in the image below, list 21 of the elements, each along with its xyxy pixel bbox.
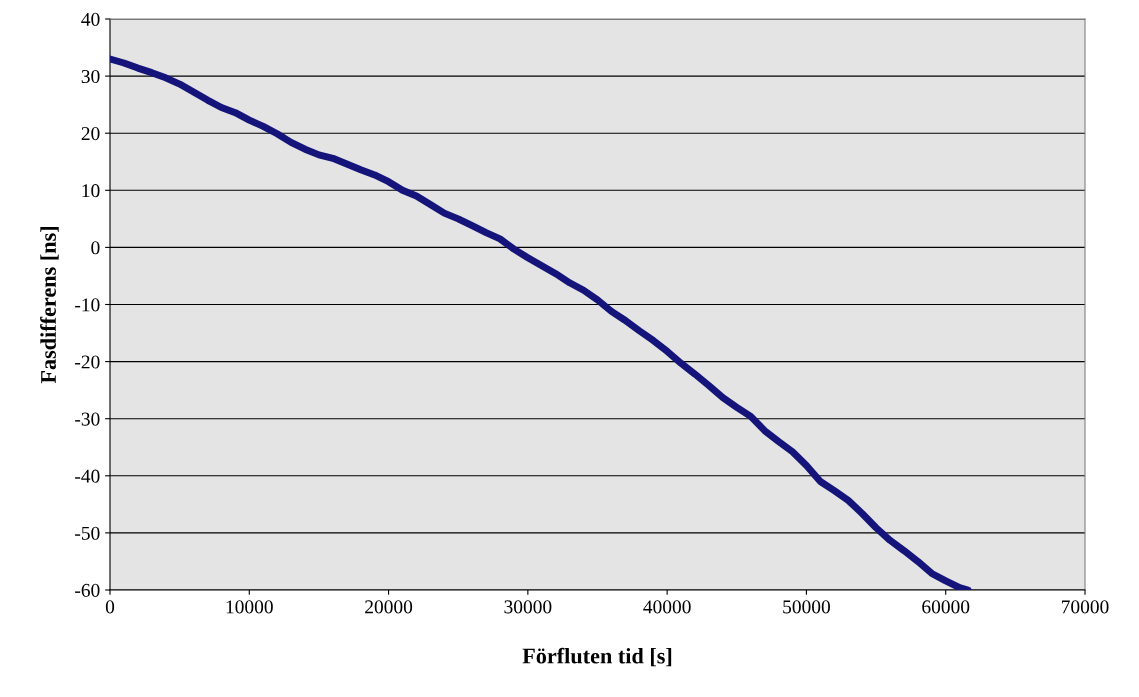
y-tick-label: 0 bbox=[91, 241, 100, 255]
y-tick-label: -50 bbox=[75, 526, 100, 540]
x-tick-label: 10000 bbox=[226, 600, 273, 614]
y-axis-title: Fasdifferens [ns] bbox=[40, 227, 59, 384]
x-tick-label: 40000 bbox=[643, 600, 691, 614]
x-tick-label: 70000 bbox=[1061, 600, 1109, 614]
y-tick-label: 10 bbox=[82, 184, 100, 198]
y-tick-label: -20 bbox=[75, 355, 100, 369]
y-tick-label: -60 bbox=[75, 583, 100, 597]
x-axis-title: Förfluten tid [s] bbox=[522, 647, 672, 667]
y-tick-label: 30 bbox=[81, 69, 100, 84]
y-tick-label: 20 bbox=[81, 127, 100, 141]
y-tick-label: -30 bbox=[75, 412, 100, 426]
y-tick-label: 40 bbox=[81, 12, 100, 26]
x-tick-label: 30000 bbox=[504, 600, 552, 614]
x-tick-label: 60000 bbox=[922, 600, 970, 614]
x-tick-label: 0 bbox=[105, 600, 115, 614]
y-tick-label: -40 bbox=[75, 469, 100, 483]
x-tick-label: 50000 bbox=[783, 600, 830, 614]
x-tick-label: 20000 bbox=[365, 600, 413, 614]
y-tick-label: -10 bbox=[75, 298, 100, 312]
